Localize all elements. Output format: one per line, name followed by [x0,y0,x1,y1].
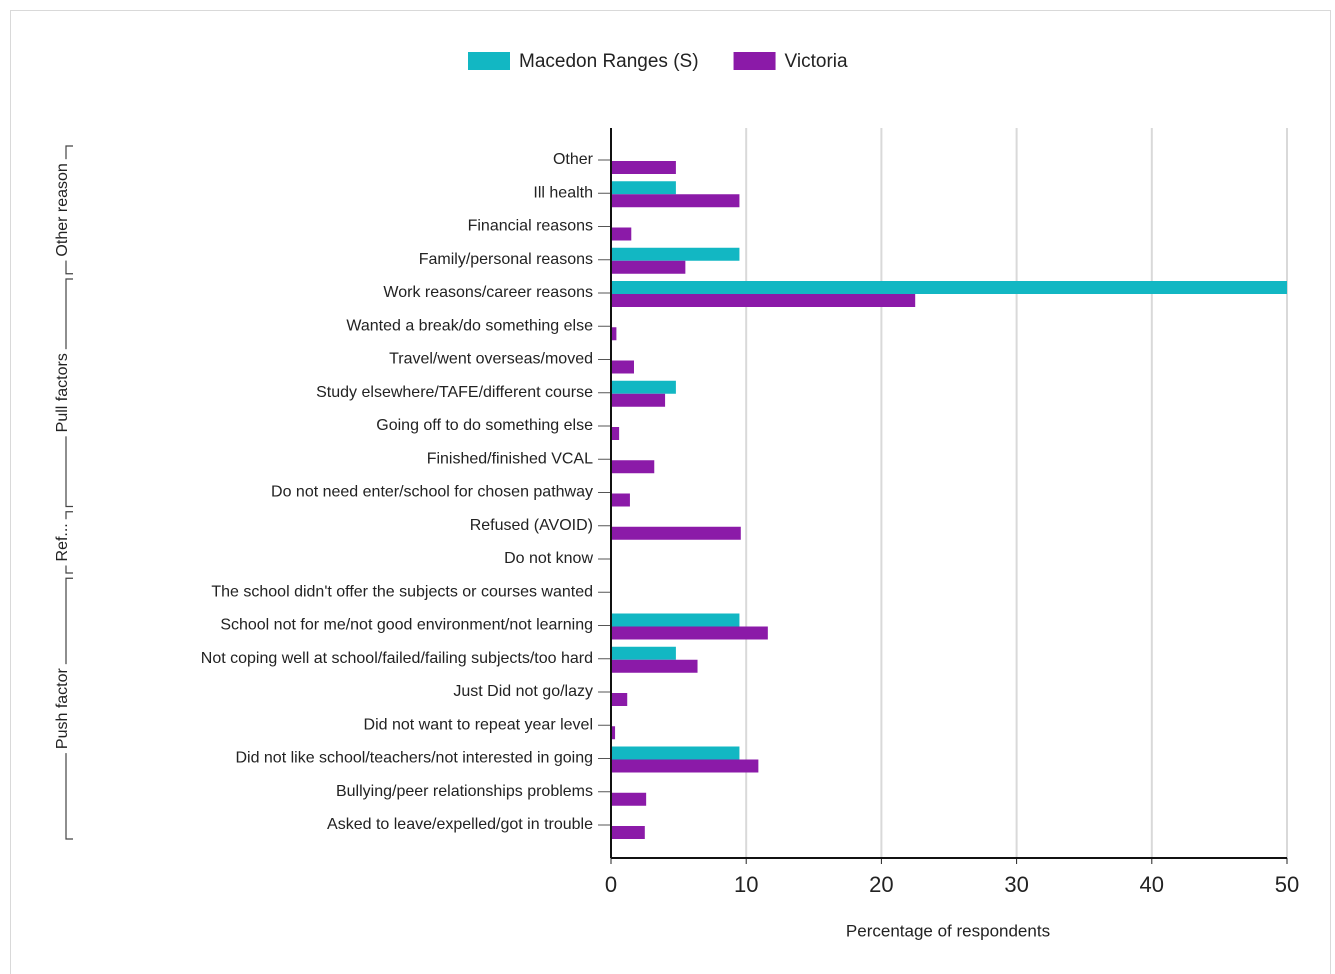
bar [611,726,616,740]
x-axis-label: Percentage of respondents [846,921,1050,940]
group-label: Pull factors [54,353,71,432]
y-tick-label: Finished/finished VCAL [427,450,593,467]
bar [611,181,676,195]
bar [611,626,768,640]
bar [611,526,741,540]
y-tick-label: Ill health [533,184,593,201]
bar [611,247,740,261]
bar [611,493,630,507]
bar [611,659,698,673]
group-label-bg [56,159,72,261]
y-tick-label: Wanted a break/do something else [346,317,593,334]
bar [611,281,1287,294]
y-tick-label: Just Did not go/lazy [453,683,593,700]
y-tick-label: Going off to do something else [376,417,593,434]
bar [611,646,676,660]
group-label-bg [56,349,72,437]
y-tick-label: Work reasons/career reasons [383,284,593,301]
x-tick-label: 20 [869,872,893,897]
y-tick-label: Do not need enter/school for chosen path… [271,484,593,501]
bar [611,260,686,274]
y-tick-label: Family/personal reasons [419,251,593,268]
bar [611,460,655,474]
group-label: Ref... [54,523,71,561]
legend-label: Macedon Ranges (S) [519,51,699,72]
y-tick-label: Study elsewhere/TAFE/different course [316,384,593,401]
x-tick-label: 40 [1140,872,1164,897]
y-tick-label: Not coping well at school/failed/failing… [201,650,593,667]
bar [611,826,645,839]
x-tick-label: 10 [734,872,758,897]
bar [611,380,676,394]
y-tick-label: Financial reasons [468,218,593,235]
x-tick-label: 50 [1275,872,1299,897]
y-tick-label: School not for me/not good environment/n… [220,617,593,634]
bar [611,393,666,407]
y-tick-label: Did not want to repeat year level [364,716,593,733]
group-label: Push factor [54,667,71,749]
bar [611,792,647,806]
legend-swatch [733,52,776,70]
group-label-bg [56,664,72,754]
y-tick-label: Bullying/peer relationships problems [336,783,593,800]
x-tick-label: 0 [605,872,617,897]
bar [611,327,617,341]
y-tick-label: Asked to leave/expelled/got in trouble [327,816,593,833]
legend-label: Victoria [785,51,848,72]
bar [611,161,676,174]
legend-swatch [468,52,510,70]
bar [611,360,634,374]
group-label: Other reason [54,163,71,256]
bar [611,227,632,241]
group-label-bg [56,519,72,566]
y-tick-label: Other [553,151,594,168]
bar [611,294,916,307]
y-tick-label: Did not like school/teachers/not interes… [235,750,593,767]
y-tick-label: Refused (AVOID) [470,517,593,534]
bar [611,746,740,760]
y-tick-label: Do not know [504,550,593,567]
y-tick-label: Travel/went overseas/moved [389,351,593,368]
bar [611,759,759,773]
x-tick-label: 30 [1004,872,1028,897]
y-tick-label: The school didn't offer the subjects or … [211,583,593,600]
bar [611,427,620,440]
bar [611,693,628,706]
bar [611,194,740,208]
frame [10,10,1331,974]
bar [611,613,740,627]
